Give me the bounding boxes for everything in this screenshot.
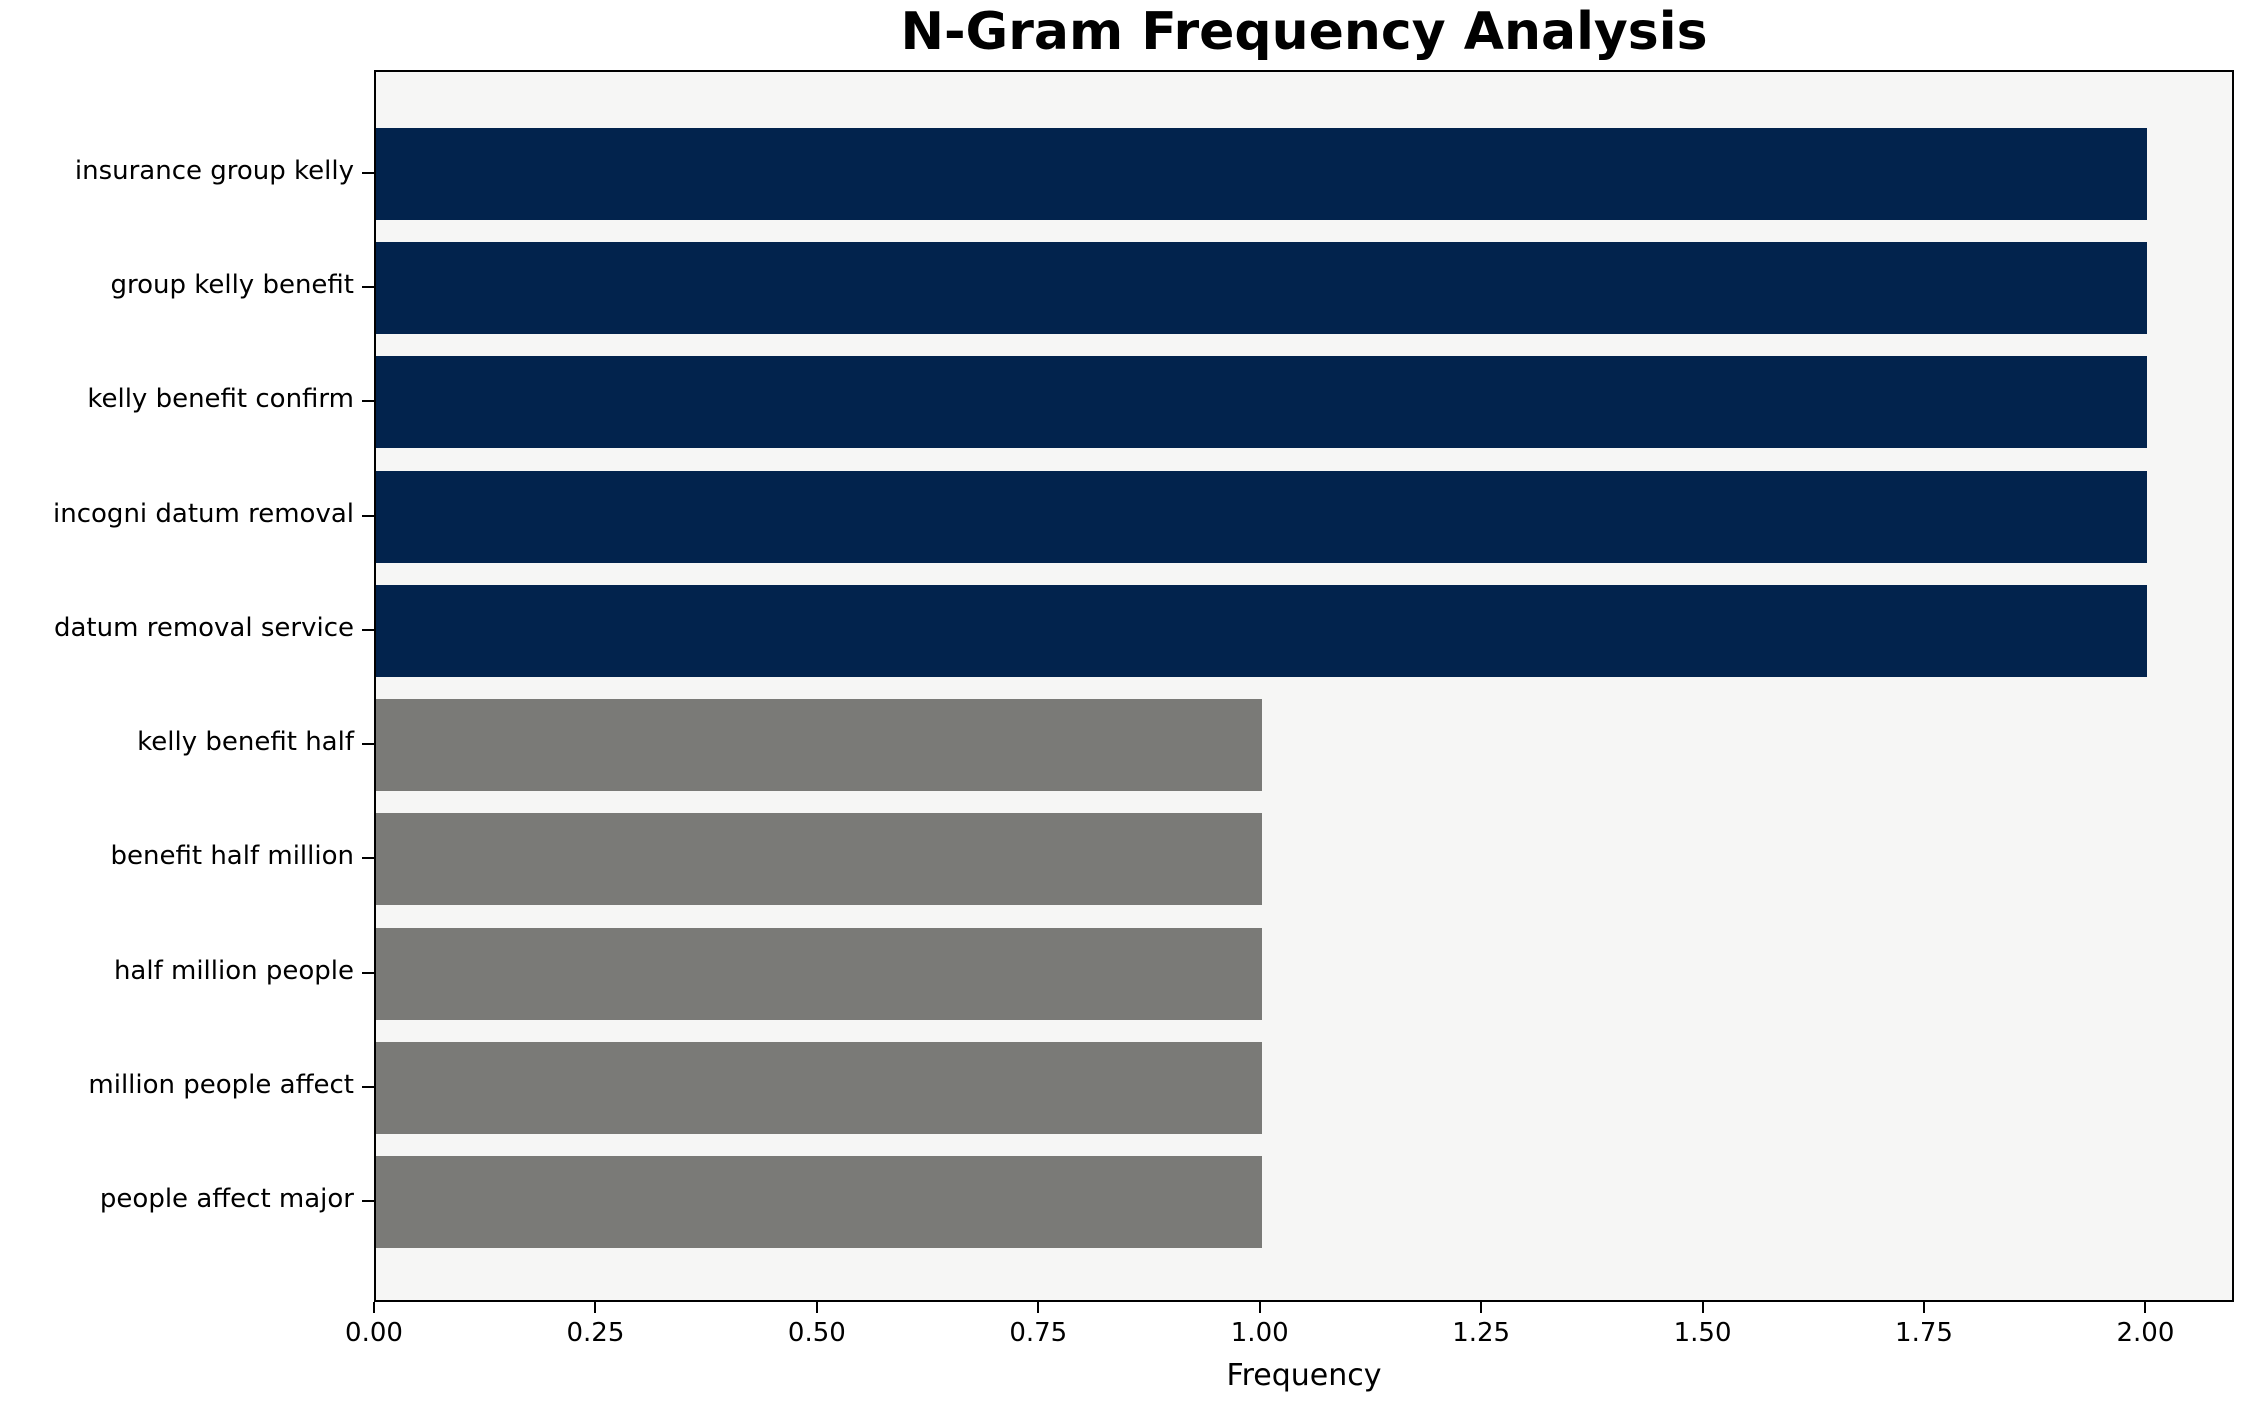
y-tick-mark [362, 286, 374, 289]
x-tick-mark [1480, 1302, 1483, 1313]
x-tick-mark [1258, 1302, 1261, 1313]
bar [376, 813, 1262, 906]
x-tick-mark [815, 1302, 818, 1313]
bar [376, 699, 1262, 792]
y-tick-mark [362, 1200, 374, 1202]
y-tick-mark [362, 514, 374, 517]
y-axis-category-label: kelly benefit confirm [87, 384, 354, 415]
y-axis-category-label: kelly benefit half [137, 727, 354, 758]
x-tick-mark [1923, 1302, 1925, 1313]
bar [376, 470, 2147, 563]
y-axis-category-label: people affect major [99, 1184, 354, 1214]
y-tick-mark [362, 857, 374, 860]
x-axis-title: Frequency [1226, 1358, 1382, 1393]
bar [376, 1041, 1262, 1134]
x-tick-mark [1701, 1302, 1704, 1313]
x-tick-label: 1.25 [1452, 1318, 1511, 1348]
x-tick-label: 1.50 [1673, 1318, 1732, 1348]
x-tick-label: 0.75 [1009, 1318, 1068, 1348]
y-axis-category-label: benefit half million [110, 841, 354, 872]
x-tick-mark [1037, 1302, 1040, 1313]
y-axis-category-label: insurance group kelly [74, 156, 354, 186]
x-tick-label: 0.00 [345, 1318, 403, 1348]
bar [376, 356, 2147, 449]
y-axis-category-label: group kelly benefit [110, 270, 354, 301]
x-tick-label: 1.00 [1230, 1318, 1289, 1348]
y-tick-mark [362, 172, 374, 174]
bar [376, 242, 2147, 335]
bar [376, 1156, 1262, 1248]
x-tick-mark [594, 1302, 597, 1313]
y-tick-mark [362, 1085, 374, 1088]
y-tick-mark [362, 628, 374, 631]
y-tick-mark [362, 971, 374, 974]
y-tick-mark [362, 743, 374, 746]
x-tick-mark [373, 1302, 375, 1313]
x-tick-label: 1.75 [1895, 1318, 1953, 1348]
plot-area [374, 70, 2234, 1302]
bar [376, 927, 1262, 1020]
x-tick-mark [2144, 1302, 2147, 1313]
x-tick-label: 0.50 [787, 1318, 846, 1348]
y-axis-category-label: half million people [113, 955, 354, 986]
y-axis-category-label: million people affect [88, 1069, 354, 1100]
x-tick-label: 2.00 [2116, 1318, 2175, 1348]
chart-title: N-Gram Frequency Analysis [900, 2, 1708, 62]
y-tick-mark [362, 400, 374, 403]
y-axis-category-label: datum removal service [54, 612, 354, 643]
bar [376, 584, 2147, 677]
bar [376, 128, 2147, 220]
y-axis-category-label: incogni datum removal [53, 498, 354, 529]
x-tick-label: 0.25 [566, 1318, 625, 1348]
